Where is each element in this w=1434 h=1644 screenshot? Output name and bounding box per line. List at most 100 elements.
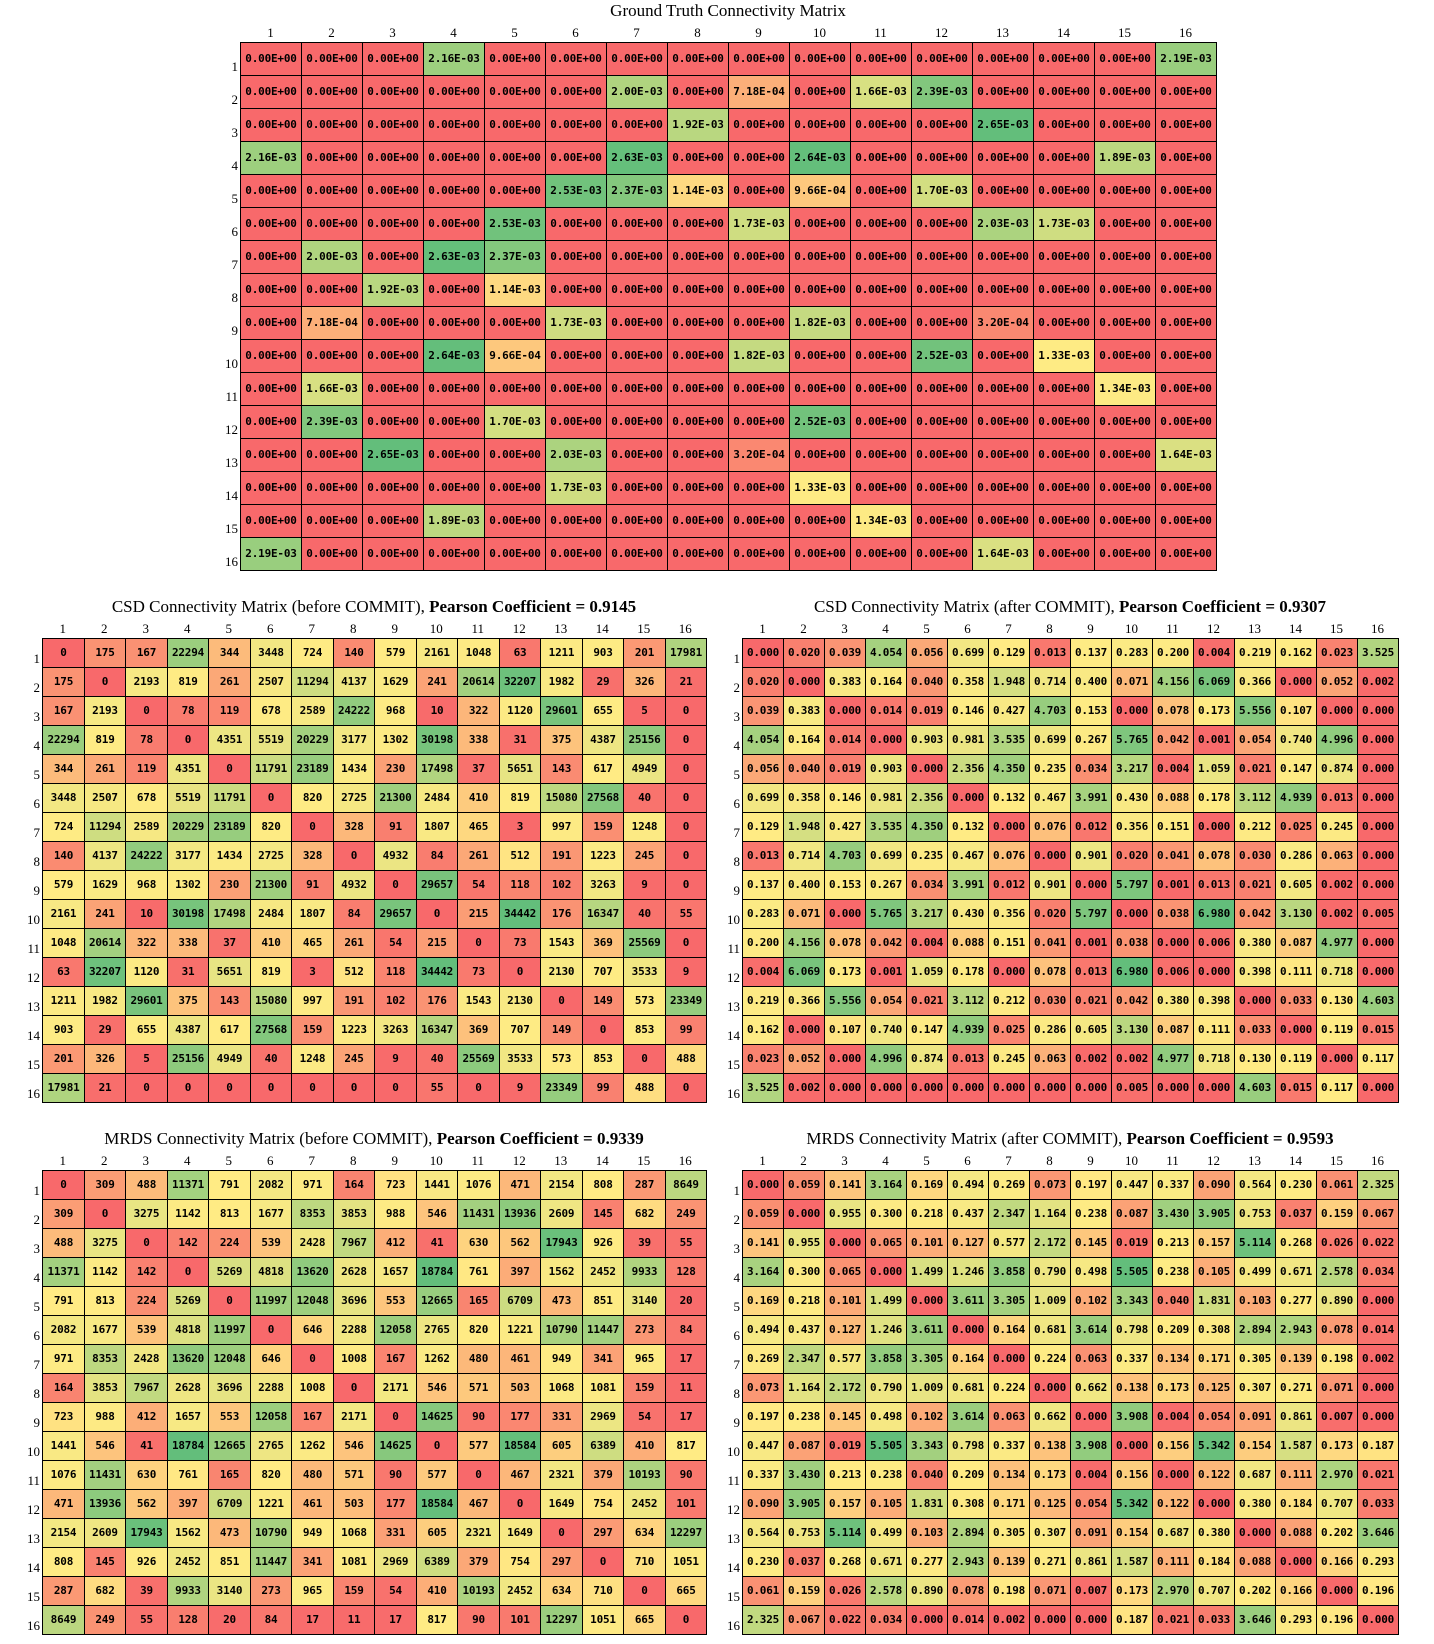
heatmap-cell: 297 xyxy=(541,1548,583,1577)
y-tick-label: 11 xyxy=(225,389,238,404)
heatmap-cell: 0.091 xyxy=(1071,1519,1112,1548)
heatmap-cell: 177 xyxy=(500,1403,541,1432)
heatmap-cell: 0.671 xyxy=(866,1548,907,1577)
heatmap-cell: 0.000 xyxy=(743,639,784,668)
heatmap-cell: 0.078 xyxy=(1030,958,1071,987)
heatmap-cell: 0.00E+00 xyxy=(729,538,790,571)
heatmap-cell: 707 xyxy=(500,1016,541,1045)
heatmap-cell: 0.071 xyxy=(1112,668,1153,697)
heatmap-cell: 54 xyxy=(375,929,417,958)
y-tick-label: 1 xyxy=(733,651,741,666)
heatmap-cell: 2.970 xyxy=(1317,1461,1358,1490)
y-tick-label: 1 xyxy=(733,1183,741,1198)
heatmap-cell: 0 xyxy=(417,900,458,929)
heatmap-cell: 0 xyxy=(666,1074,707,1103)
heatmap-cell: 0.197 xyxy=(1071,1171,1112,1200)
heatmap-cell: 0.305 xyxy=(1235,1345,1276,1374)
heatmap-cell: 0.107 xyxy=(1276,697,1317,726)
heatmap-cell: 1649 xyxy=(500,1519,541,1548)
heatmap-cell: 0.000 xyxy=(989,813,1030,842)
heatmap-cell: 997 xyxy=(541,813,583,842)
heatmap-cell: 512 xyxy=(334,958,375,987)
heatmap-cell: 820 xyxy=(458,1316,500,1345)
heatmap-cell: 0.499 xyxy=(866,1519,907,1548)
heatmap-cell: 0.030 xyxy=(1030,987,1071,1016)
heatmap-cell: 0.154 xyxy=(1112,1519,1153,1548)
heatmap-cell: 0.087 xyxy=(1276,929,1317,958)
heatmap-cell: 0.162 xyxy=(743,1016,784,1045)
heatmap-cell: 0.002 xyxy=(1317,871,1358,900)
heatmap-cell: 0.026 xyxy=(825,1577,866,1606)
x-tick-label: 6 xyxy=(267,1153,274,1168)
heatmap-cell: 0.366 xyxy=(784,987,825,1016)
heatmap-cell: 0.129 xyxy=(989,639,1030,668)
heatmap-cell: 1.831 xyxy=(907,1490,948,1519)
heatmap-cell: 2.325 xyxy=(1358,1171,1399,1200)
x-tick-label: 4 xyxy=(450,25,457,40)
heatmap-cell: 0.699 xyxy=(743,784,784,813)
heatmap-cell: 12048 xyxy=(292,1287,334,1316)
heatmap-cell: 0.219 xyxy=(743,987,784,1016)
heatmap-cell: 0 xyxy=(541,1519,583,1548)
heatmap-cell: 29 xyxy=(85,1016,126,1045)
heatmap-cell: 0.171 xyxy=(1194,1345,1235,1374)
heatmap-cell: 2.894 xyxy=(948,1519,989,1548)
heatmap-cell: 0.00E+00 xyxy=(485,538,546,571)
heatmap-cell: 0.00E+00 xyxy=(729,175,790,208)
heatmap-cell: 16347 xyxy=(583,900,624,929)
heatmap-cell: 341 xyxy=(292,1548,334,1577)
heatmap-cell: 176 xyxy=(541,900,583,929)
heatmap-cell: 0.235 xyxy=(907,842,948,871)
heatmap-cell: 0.025 xyxy=(1276,813,1317,842)
heatmap-cell: 0.707 xyxy=(1194,1577,1235,1606)
heatmap-cell: 12665 xyxy=(209,1432,251,1461)
heatmap-cell: 0.00E+00 xyxy=(241,307,302,340)
heatmap-cell: 17943 xyxy=(126,1519,168,1548)
heatmap-cell: 0.00E+00 xyxy=(424,406,485,439)
heatmap-cell: 4818 xyxy=(251,1258,292,1287)
heatmap-cell: 20 xyxy=(666,1287,707,1316)
heatmap-cell: 3.908 xyxy=(1112,1403,1153,1432)
y-tick-label: 3 xyxy=(33,709,41,724)
heatmap-cell: 4387 xyxy=(168,1016,209,1045)
heatmap-cell: 17 xyxy=(666,1345,707,1374)
heatmap-cell: 0.000 xyxy=(784,668,825,697)
y-tick-label: 16 xyxy=(27,1618,40,1633)
heatmap-cell: 0.105 xyxy=(1194,1258,1235,1287)
heatmap-cell: 91 xyxy=(292,871,334,900)
x-tick-label: 2 xyxy=(101,621,108,636)
heatmap-cell: 0.132 xyxy=(989,784,1030,813)
heatmap-cell: 0.707 xyxy=(1317,1490,1358,1519)
heatmap-cell: 2507 xyxy=(251,668,292,697)
heatmap-cell: 12297 xyxy=(541,1606,583,1635)
heatmap-cell: 14625 xyxy=(375,1432,417,1461)
heatmap-cell: 1.73E-03 xyxy=(1034,208,1095,241)
y-tick-label: 3 xyxy=(733,709,741,724)
y-axis-ticks: 1 2 3 4 5 6 7 8 9 10 11 12 13 14 15 16 xyxy=(200,42,238,570)
heatmap-cell: 577 xyxy=(458,1432,500,1461)
heatmap-cell: 0.356 xyxy=(1112,813,1153,842)
y-tick-label: 5 xyxy=(733,1299,741,1314)
heatmap-cell: 0.000 xyxy=(1194,958,1235,987)
heatmap-cell: 17 xyxy=(666,1403,707,1432)
heatmap-cell: 2.65E-03 xyxy=(973,109,1034,142)
heatmap-cell: 1677 xyxy=(85,1316,126,1345)
heatmap-cell: 0.021 xyxy=(1235,871,1276,900)
heatmap-cell: 0.00E+00 xyxy=(485,109,546,142)
heatmap-cell: 55 xyxy=(666,1229,707,1258)
heatmap-cell: 7.18E-04 xyxy=(302,307,363,340)
heatmap-cell: 0.125 xyxy=(1194,1374,1235,1403)
heatmap-cell: 344 xyxy=(43,755,85,784)
heatmap-cell: 0.00E+00 xyxy=(607,274,668,307)
heatmap-cell: 0.356 xyxy=(989,900,1030,929)
heatmap-cell: 40 xyxy=(624,784,666,813)
heatmap-cell: 0.000 xyxy=(1030,842,1071,871)
y-tick-label: 5 xyxy=(231,191,239,206)
heatmap-cell: 0.699 xyxy=(948,639,989,668)
y-tick-label: 12 xyxy=(727,1502,740,1517)
heatmap-cell: 0.006 xyxy=(1153,958,1194,987)
heatmap-cell: 9.66E-04 xyxy=(485,340,546,373)
heatmap-cell: 2.37E-03 xyxy=(485,241,546,274)
heatmap-cell: 6389 xyxy=(583,1432,624,1461)
